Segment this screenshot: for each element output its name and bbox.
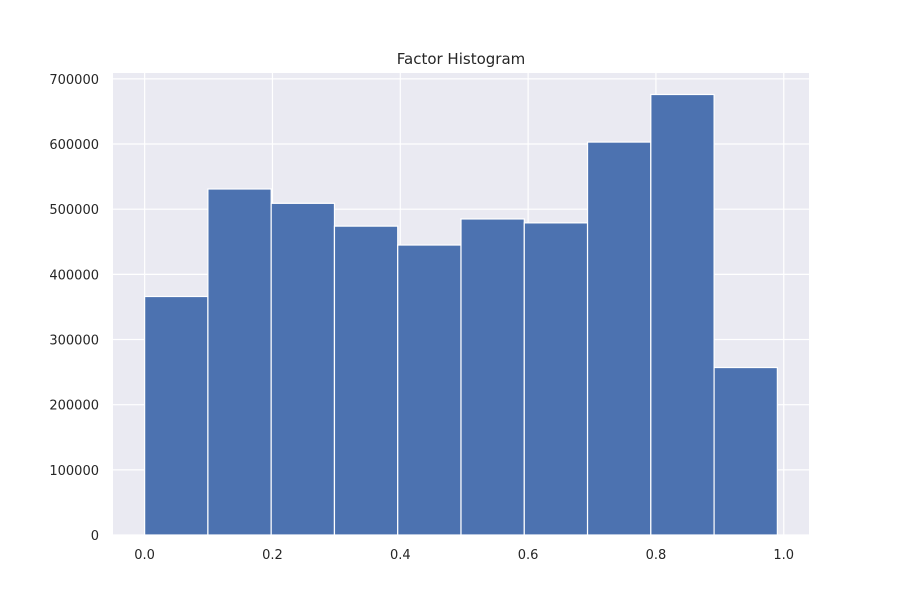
histogram-bar [397,244,462,536]
y-tick-label: 200000 [49,399,99,414]
bars [144,93,778,536]
x-tick-label: 0.0 [134,548,155,563]
y-tick-label: 300000 [49,334,99,349]
histogram-bar [713,366,778,536]
x-axis-ticks: 0.0 0.2 0.4 0.6 0.8 1.0 [134,548,794,563]
y-tick-label: 400000 [49,268,99,283]
histogram-bar [144,295,209,536]
chart-title: Factor Histogram [397,50,526,68]
histogram-bar [460,218,525,536]
y-tick-label: 500000 [49,203,99,218]
y-axis-ticks: 0 100000 200000 300000 400000 500000 600000 700… [49,73,99,544]
histogram-bar [333,225,399,536]
histogram-bar [586,141,652,536]
y-tick-label: 0 [91,529,99,544]
histogram-bar [270,202,336,536]
histogram-bar [523,222,589,536]
x-tick-label: 0.6 [518,548,539,563]
x-tick-label: 0.8 [646,548,667,563]
histogram-bar [207,188,272,536]
x-tick-label: 1.0 [773,548,794,563]
x-tick-label: 0.4 [390,548,411,563]
x-tick-label: 0.2 [262,548,283,563]
y-tick-label: 100000 [49,464,99,479]
y-tick-label: 600000 [49,138,99,153]
histogram-bar [650,93,715,536]
y-tick-label: 700000 [49,73,99,88]
